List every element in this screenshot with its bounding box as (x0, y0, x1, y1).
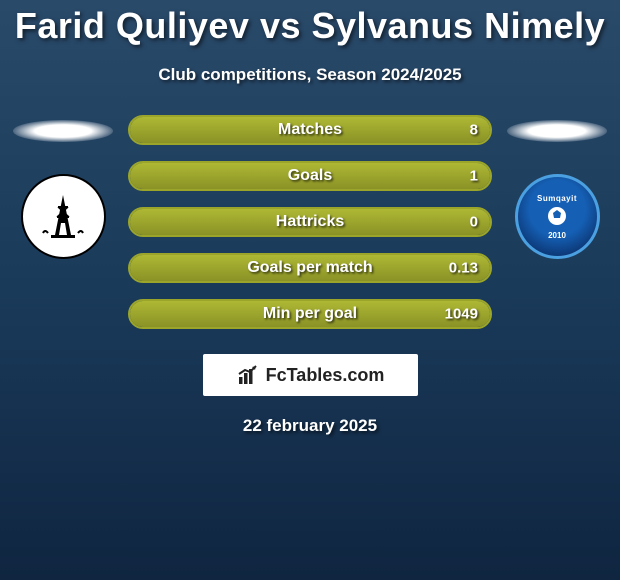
left-team-crest (21, 174, 106, 259)
stat-label: Matches (278, 121, 342, 139)
stat-value: 0 (470, 214, 478, 231)
left-player-side (8, 115, 118, 259)
comparison-area: Matches 8 Goals 1 Hattricks 0 Goals per match 0… (0, 115, 620, 329)
stat-bars: Matches 8 Goals 1 Hattricks 0 Goals per match 0… (118, 115, 502, 329)
player-shadow-left (13, 120, 113, 142)
stat-label: Min per goal (263, 305, 357, 323)
page-title: Farid Quliyev vs Sylvanus Nimely (0, 5, 620, 47)
stat-label: Goals (288, 167, 332, 185)
brand-label: FcTables.com (266, 365, 385, 386)
stat-label: Goals per match (247, 259, 372, 277)
player-shadow-right (507, 120, 607, 142)
stat-bar: Min per goal 1049 (128, 299, 492, 329)
stat-bar: Goals 1 (128, 161, 492, 191)
chart-icon (236, 363, 260, 387)
right-crest-name: Sumqayit (537, 194, 577, 203)
stat-value: 1 (470, 168, 478, 185)
stat-bar: Matches 8 (128, 115, 492, 145)
oil-derrick-icon (33, 187, 93, 247)
stat-value: 1049 (445, 306, 478, 323)
stat-value: 8 (470, 122, 478, 139)
subtitle: Club competitions, Season 2024/2025 (0, 65, 620, 85)
right-team-crest: Sumqayit 2010 (515, 174, 600, 259)
football-icon (542, 205, 572, 227)
stat-label: Hattricks (276, 213, 344, 231)
right-player-side: Sumqayit 2010 (502, 115, 612, 259)
stat-bar: Goals per match 0.13 (128, 253, 492, 283)
stat-value: 0.13 (449, 260, 478, 277)
right-crest-year: 2010 (537, 231, 577, 240)
stat-bar: Hattricks 0 (128, 207, 492, 237)
date-label: 22 february 2025 (0, 416, 620, 436)
brand-box: FcTables.com (203, 354, 418, 396)
